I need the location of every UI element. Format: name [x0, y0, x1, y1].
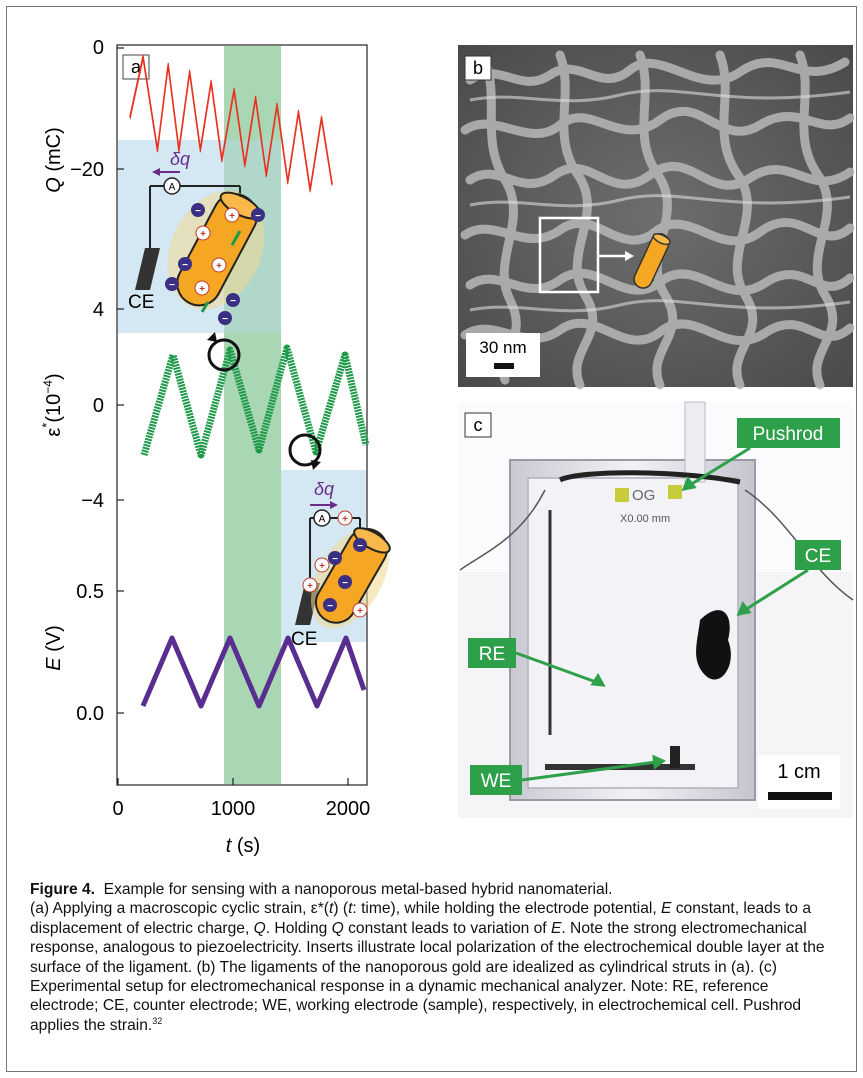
- svg-text:−: −: [255, 211, 261, 222]
- caption-title: Example for sensing with a nanoporous me…: [103, 881, 613, 898]
- og-label: OG: [632, 487, 655, 504]
- ammeter-icon: [313, 509, 331, 527]
- svg-text:+: +: [216, 261, 222, 272]
- strain-tick-2: −4: [81, 490, 104, 512]
- x-tick-0: 0: [112, 798, 123, 820]
- figure-caption: Figure 4. Example for sensing with a nan…: [30, 881, 825, 1034]
- svg-text:+: +: [342, 514, 348, 525]
- caption-c: (c) Experimental setup for electromechan…: [30, 958, 802, 1034]
- e-axis-title: E (V): [43, 625, 65, 671]
- svg-text:+: +: [357, 606, 363, 617]
- svg-text:A: A: [319, 514, 326, 525]
- svg-text:−: −: [230, 296, 236, 307]
- svg-text:RE: RE: [479, 644, 505, 665]
- strain-curve: [140, 344, 370, 459]
- delta-q-label-bottom: δq: [314, 479, 334, 499]
- panel-b-label: b: [473, 58, 483, 78]
- panel-b-scale-label: 30 nm: [479, 338, 526, 357]
- callout-ce: [795, 540, 841, 570]
- panel-c: OG X0.00 mm c Pushrod CE RE WE 1 cm: [458, 401, 854, 818]
- rotation-marker-bottom: [288, 433, 322, 467]
- panel-b-scale-bar: [494, 363, 514, 369]
- e-tick-0: 0.5: [76, 581, 104, 603]
- charge-curve: [129, 54, 333, 193]
- panel-a: a A δq CE: [39, 37, 391, 857]
- pushrod-shape: [684, 401, 706, 483]
- x-tick-2: 2000: [326, 798, 371, 820]
- ce-label-top: CE: [128, 292, 154, 313]
- x-tick-1: 1000: [211, 798, 256, 820]
- svg-text:CE: CE: [805, 546, 831, 567]
- rotation-marker-top: [207, 338, 241, 372]
- strain-tick-1: 0: [93, 395, 104, 417]
- strain-axis-title: ε*(10−4): [39, 373, 65, 436]
- panel-c-scale-bar: [768, 792, 832, 800]
- reference-superscript: 32: [152, 1015, 163, 1026]
- panel-b: b 30 nm: [458, 45, 855, 390]
- ce-label-bottom: CE: [291, 629, 317, 650]
- x-axis-title: t (s): [226, 835, 260, 857]
- q-axis-title: Q (mC): [43, 127, 65, 193]
- inset-bottom: A δq CE − − − − + + + +: [291, 479, 391, 650]
- svg-text:−: −: [332, 554, 338, 565]
- strut-icon: [633, 233, 671, 289]
- callout-re: [468, 638, 516, 668]
- counter-electrode: [696, 610, 731, 680]
- counter-electrode-icon: [135, 248, 160, 290]
- potential-curve: [140, 635, 367, 709]
- svg-text:−: −: [327, 601, 333, 612]
- q-tick-0: 0: [93, 37, 104, 59]
- caption-b: (b) The ligaments of the nanoporous gold…: [196, 958, 755, 976]
- svg-text:−: −: [357, 541, 363, 552]
- ruler-text: X0.00 mm: [620, 513, 670, 525]
- svg-text:+: +: [319, 561, 325, 572]
- svg-text:WE: WE: [481, 771, 512, 792]
- delta-q-label-top: δq: [170, 149, 190, 169]
- svg-text:−: −: [182, 260, 188, 271]
- svg-text:−: −: [195, 206, 201, 217]
- svg-text:+: +: [200, 229, 206, 240]
- callout-pushrod: [737, 418, 840, 448]
- figure-label: Figure 4.: [30, 881, 95, 898]
- e-tick-1: 0.0: [76, 703, 104, 725]
- svg-text:+: +: [199, 284, 205, 295]
- panel-a-label: a: [131, 57, 142, 77]
- svg-text:+: +: [307, 581, 313, 592]
- panel-c-label: c: [474, 415, 483, 435]
- panel-c-scale-label: 1 cm: [777, 761, 820, 783]
- q-tick-1: −20: [70, 159, 104, 181]
- svg-text:Pushrod: Pushrod: [753, 424, 824, 445]
- svg-text:−: −: [169, 280, 175, 291]
- svg-text:A: A: [169, 182, 176, 193]
- strain-tick-0: 4: [93, 299, 104, 321]
- ammeter-icon: [163, 177, 181, 195]
- svg-text:+: +: [229, 211, 235, 222]
- inset-top: A δq CE + + + + − − − − − −: [128, 149, 265, 325]
- svg-text:−: −: [342, 578, 348, 589]
- svg-text:−: −: [222, 314, 228, 325]
- callout-we: [470, 765, 522, 795]
